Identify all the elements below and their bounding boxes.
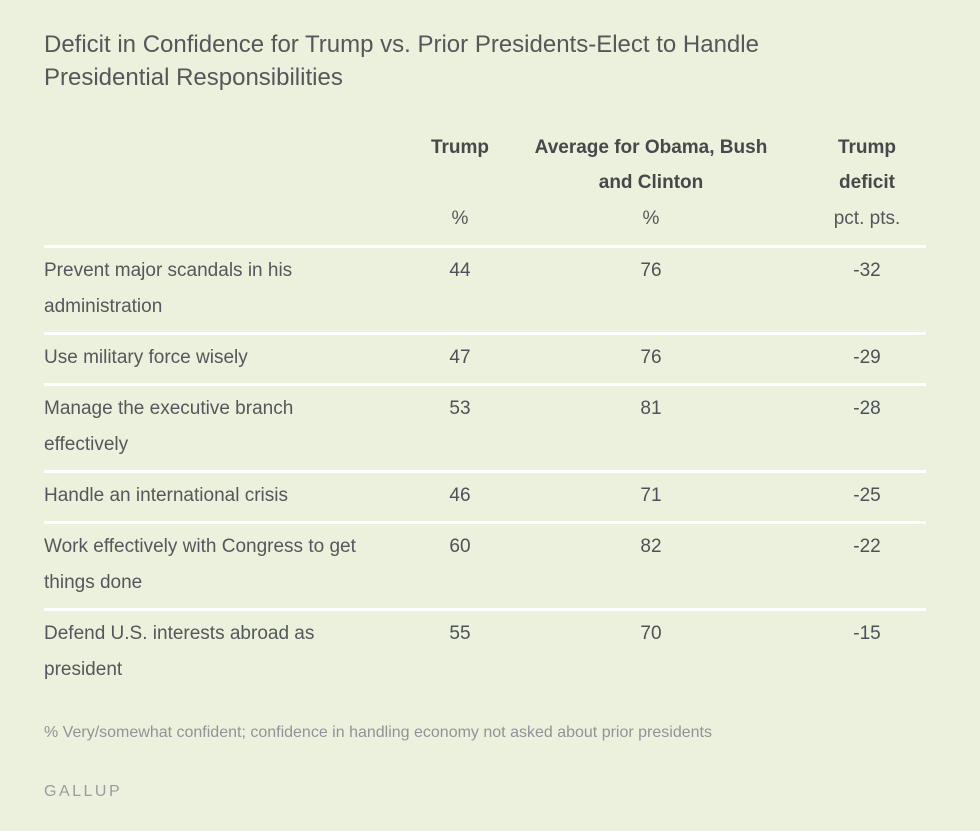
average-value: 70 — [640, 623, 662, 644]
trump-value: 46 — [449, 485, 471, 506]
trump-value: 53 — [449, 398, 471, 419]
average-value: 76 — [640, 260, 662, 281]
row-label: Handle an international crisis — [44, 485, 288, 506]
average-value: 76 — [640, 347, 662, 368]
trump-value: 60 — [449, 536, 471, 557]
table-unit-row: % % pct. pts. — [44, 208, 926, 230]
column-header-trump-deficit: Trump deficit — [837, 137, 897, 193]
row-label: Work effectively with Congress to get th… — [44, 536, 356, 593]
table-row: Manage the executive branch effectively … — [44, 383, 926, 470]
trump-value: 55 — [449, 623, 471, 644]
row-label: Use military force wisely — [44, 347, 248, 368]
table-row: Defend U.S. interests abroad as presiden… — [44, 608, 926, 695]
table-row: Work effectively with Congress to get th… — [44, 521, 926, 608]
deficit-value: -22 — [853, 536, 881, 557]
table-body: Prevent major scandals in his administra… — [44, 245, 926, 695]
unit-average: % — [642, 208, 660, 229]
column-header-trump: Trump — [430, 137, 490, 158]
row-label: Prevent major scandals in his administra… — [44, 260, 293, 317]
table-row: Handle an international crisis 46 71 -25 — [44, 470, 926, 521]
chart-title: Deficit in Confidence for Trump vs. Prio… — [44, 31, 759, 91]
deficit-value: -25 — [853, 485, 881, 506]
table-row: Use military force wisely 47 76 -29 — [44, 332, 926, 383]
gallup-wordmark: GALLUP — [44, 783, 123, 800]
deficit-value: -15 — [853, 623, 881, 644]
table-header-row: Trump Average for Obama, Bush and Clinto… — [44, 130, 926, 200]
trump-value: 44 — [449, 260, 471, 281]
unit-trump: % — [451, 208, 469, 229]
average-value: 81 — [640, 398, 662, 419]
average-value: 71 — [640, 485, 662, 506]
gallup-table-graphic: Deficit in Confidence for Trump vs. Prio… — [44, 31, 926, 800]
column-header-average: Average for Obama, Bush and Clinton — [534, 137, 768, 193]
deficit-value: -28 — [853, 398, 881, 419]
trump-value: 47 — [449, 347, 471, 368]
footnote: % Very/somewhat confident; confidence in… — [44, 724, 712, 741]
deficit-value: -29 — [853, 347, 881, 368]
unit-spacer — [44, 208, 426, 230]
row-label: Manage the executive branch effectively — [44, 398, 294, 455]
row-label: Defend U.S. interests abroad as presiden… — [44, 623, 315, 680]
unit-trump-deficit: pct. pts. — [833, 208, 901, 229]
table-row: Prevent major scandals in his administra… — [44, 245, 926, 332]
average-value: 82 — [640, 536, 662, 557]
deficit-value: -32 — [853, 260, 881, 281]
